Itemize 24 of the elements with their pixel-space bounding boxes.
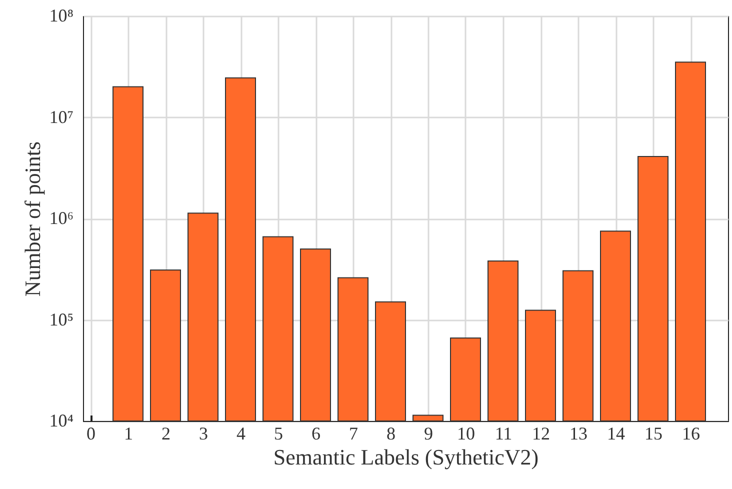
x-tick-label: 7 [349, 424, 358, 444]
x-tick-label: 16 [682, 424, 700, 444]
y-tick-label: 10⁴ [49, 410, 74, 430]
y-tick-label: 10⁷ [49, 106, 74, 127]
y-axis-title: Number of points [20, 141, 46, 297]
x-tick-label: 10 [457, 424, 475, 444]
x-tick-label: 0 [86, 424, 96, 444]
x-tick-label: 9 [424, 424, 433, 444]
y-tick-label: 10⁵ [49, 309, 74, 330]
x-tick-label: 13 [570, 424, 588, 444]
x-tick-label: 1 [124, 424, 133, 444]
x-tick-label: 12 [532, 424, 550, 444]
x-tick-label: 11 [494, 424, 512, 444]
x-tick-label: 8 [386, 424, 396, 444]
x-tick-label: 15 [644, 424, 662, 444]
x-tick-label: 6 [312, 424, 320, 444]
x-tick-label: 2 [162, 424, 170, 444]
x-tick-label: 5 [274, 424, 283, 444]
x-tick-label: 4 [236, 424, 246, 444]
x-tick-label: 3 [199, 424, 208, 444]
y-tick-label: 10⁸ [49, 6, 74, 26]
x-tick-label: 14 [607, 424, 625, 444]
x-axis-title: Semantic Labels (SytheticV2) [273, 444, 539, 470]
y-tick-label: 10⁶ [49, 208, 74, 228]
